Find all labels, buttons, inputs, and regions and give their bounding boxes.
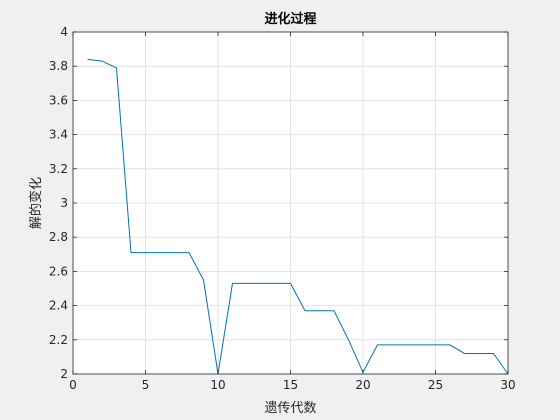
y-tick-label: 3.8 <box>49 59 68 73</box>
x-axis-label: 遗传代数 <box>264 401 316 416</box>
y-tick-label: 3 <box>60 196 68 210</box>
ticks: 0 5 10 15 20 25 30 2 2.2 2.4 2.6 2.8 3 3.2 3.4 3.6 3.8 4 <box>49 25 516 392</box>
x-tick-label: 5 <box>142 378 150 392</box>
x-tick-label: 15 <box>283 378 298 392</box>
y-tick-label: 3.2 <box>49 162 68 176</box>
x-tick-label: 30 <box>500 378 515 392</box>
y-axis-label: 解的变化 <box>28 177 44 229</box>
y-tick-label: 2.4 <box>49 299 68 313</box>
x-tick-label: 0 <box>69 378 77 392</box>
y-tick-label: 4 <box>60 25 68 39</box>
x-tick-label: 20 <box>355 378 370 392</box>
y-tick-label: 2.2 <box>49 333 68 347</box>
x-tick-label: 10 <box>210 378 225 392</box>
x-tick-label: 25 <box>428 378 443 392</box>
y-tick-label: 2.8 <box>49 230 68 244</box>
y-tick-label: 3.6 <box>49 93 68 107</box>
chart-title: 进化过程 <box>264 11 316 27</box>
series-line-0 <box>87 58 509 375</box>
series-layer <box>87 58 509 375</box>
y-tick-label: 2 <box>60 367 68 381</box>
y-tick-label: 2.6 <box>49 264 68 278</box>
y-tick-label: 3.4 <box>49 128 68 142</box>
